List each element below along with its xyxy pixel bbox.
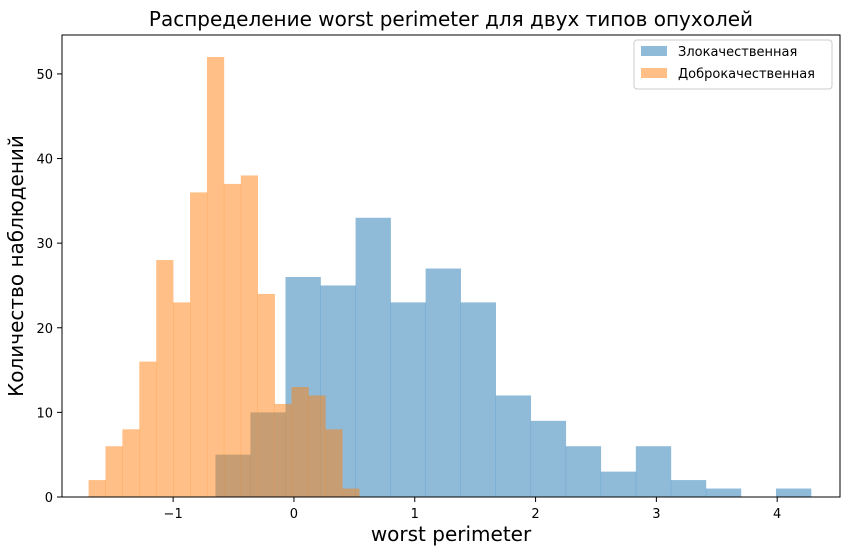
y-tick-label: 40 xyxy=(36,153,53,168)
histogram-bar xyxy=(342,488,360,497)
y-tick-label: 50 xyxy=(36,68,53,83)
histogram-bar xyxy=(565,446,602,497)
histogram-bar xyxy=(530,420,567,497)
x-axis-ticks: −1 0 1 2 3 4 xyxy=(164,497,781,522)
histogram-bar xyxy=(775,488,812,497)
histogram-bar xyxy=(190,192,208,497)
histogram-bar xyxy=(206,57,225,497)
histogram-bar xyxy=(635,446,672,497)
x-tick-label: 2 xyxy=(531,507,539,522)
histogram-bar xyxy=(355,217,391,497)
legend-label-benign: Доброкачественная xyxy=(678,67,815,82)
histogram-bar xyxy=(308,395,326,497)
histogram-bar xyxy=(223,183,242,497)
histogram-bar xyxy=(425,268,461,497)
histogram-bar xyxy=(105,446,123,497)
plot-area: −1 0 1 2 3 4 0 10 20 30 40 50 xyxy=(36,34,841,522)
x-axis-label: worst perimeter xyxy=(371,522,532,546)
y-axis-label: Количество наблюдений xyxy=(4,135,28,397)
legend-label-malignant: Злокачественная xyxy=(678,45,797,60)
axes-frame xyxy=(61,34,841,498)
x-tick-label: 4 xyxy=(773,507,781,522)
histogram-bar xyxy=(600,471,637,497)
y-tick-label: 0 xyxy=(45,491,53,506)
histogram-bar xyxy=(495,395,532,497)
histogram-bar xyxy=(257,293,275,497)
histogram-bar xyxy=(460,302,496,497)
histogram-bar xyxy=(139,361,157,497)
histogram-bar xyxy=(390,302,426,497)
legend-swatch-benign xyxy=(641,68,667,78)
x-tick-label: 3 xyxy=(652,507,660,522)
histogram-bar xyxy=(156,260,174,497)
chart-title: Распределение worst perimeter для двух т… xyxy=(149,7,753,31)
series-1-bars xyxy=(88,57,360,497)
histogram-bar xyxy=(173,302,191,497)
x-tick-label: 1 xyxy=(411,507,419,522)
x-tick-label: 0 xyxy=(290,507,298,522)
legend-swatch-malignant xyxy=(641,46,667,56)
bars-layer xyxy=(88,57,812,497)
histogram-bar xyxy=(122,429,140,497)
legend-box xyxy=(633,39,833,90)
histogram-bar xyxy=(274,403,292,497)
legend: Злокачественная Доброкачественная xyxy=(633,39,833,90)
histogram-bar xyxy=(88,480,106,497)
histogram-bar xyxy=(705,488,742,497)
y-tick-label: 10 xyxy=(36,406,53,421)
histogram-bar xyxy=(325,429,343,497)
histogram-bar xyxy=(240,175,259,497)
y-axis-ticks: 0 10 20 30 40 50 xyxy=(36,68,62,506)
y-tick-label: 30 xyxy=(36,237,53,252)
y-tick-label: 20 xyxy=(36,322,53,337)
x-tick-label: −1 xyxy=(164,507,183,522)
histogram-bar xyxy=(291,387,309,497)
histogram-bar xyxy=(670,480,707,497)
